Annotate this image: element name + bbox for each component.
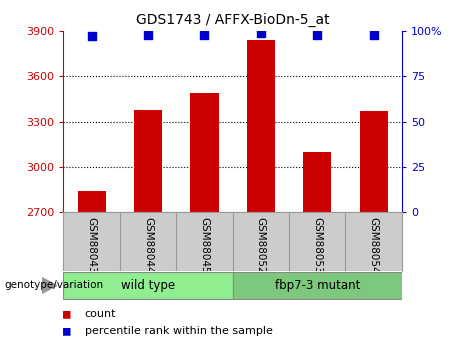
Title: GDS1743 / AFFX-BioDn-5_at: GDS1743 / AFFX-BioDn-5_at bbox=[136, 13, 329, 27]
Bar bbox=[247, 40, 275, 212]
Polygon shape bbox=[42, 278, 56, 293]
Bar bbox=[190, 93, 219, 212]
Text: GSM88054: GSM88054 bbox=[368, 217, 379, 274]
Text: percentile rank within the sample: percentile rank within the sample bbox=[85, 326, 273, 336]
Text: GSM88045: GSM88045 bbox=[199, 217, 210, 274]
Text: ■: ■ bbox=[63, 307, 71, 321]
Point bbox=[201, 32, 208, 38]
Point bbox=[313, 32, 321, 38]
FancyBboxPatch shape bbox=[233, 272, 402, 299]
Text: GSM88043: GSM88043 bbox=[86, 217, 97, 274]
FancyBboxPatch shape bbox=[63, 272, 233, 299]
Text: GSM88044: GSM88044 bbox=[143, 217, 153, 274]
Text: GSM88052: GSM88052 bbox=[256, 217, 266, 274]
Text: ■: ■ bbox=[63, 325, 71, 338]
Point bbox=[144, 32, 152, 38]
Text: count: count bbox=[85, 309, 116, 319]
Bar bbox=[78, 191, 106, 212]
Text: wild type: wild type bbox=[121, 279, 175, 292]
Bar bbox=[360, 111, 388, 212]
Text: fbp7-3 mutant: fbp7-3 mutant bbox=[274, 279, 360, 292]
Bar bbox=[134, 110, 162, 212]
Bar bbox=[303, 152, 331, 212]
Point bbox=[370, 32, 377, 38]
Point bbox=[88, 34, 95, 39]
Text: GSM88053: GSM88053 bbox=[312, 217, 322, 274]
Text: genotype/variation: genotype/variation bbox=[5, 280, 104, 290]
Point bbox=[257, 30, 265, 36]
